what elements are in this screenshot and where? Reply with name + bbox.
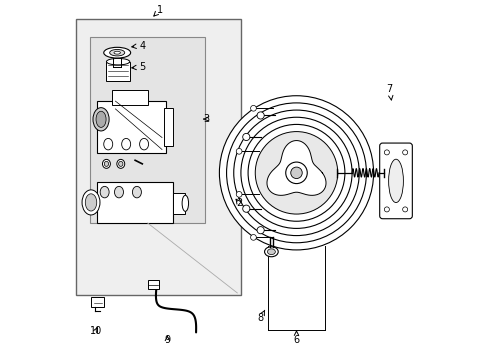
Text: 9: 9 [164, 334, 170, 345]
Ellipse shape [117, 159, 124, 168]
Ellipse shape [232, 186, 238, 202]
Ellipse shape [104, 161, 108, 166]
Ellipse shape [96, 111, 106, 127]
Text: 6: 6 [293, 331, 299, 345]
Text: 3: 3 [203, 114, 209, 124]
Circle shape [384, 150, 388, 155]
Circle shape [402, 207, 407, 212]
Ellipse shape [267, 249, 275, 255]
Circle shape [402, 150, 407, 155]
Circle shape [241, 117, 351, 228]
Text: 7: 7 [386, 84, 392, 100]
Ellipse shape [103, 138, 112, 150]
Circle shape [250, 234, 256, 240]
Bar [90, 37, 204, 223]
Ellipse shape [82, 190, 100, 215]
Text: 4: 4 [132, 41, 145, 50]
Text: 5: 5 [132, 62, 145, 72]
Ellipse shape [85, 194, 97, 211]
Bar [106, 62, 129, 81]
Circle shape [285, 162, 306, 184]
Text: 8: 8 [257, 310, 264, 323]
Circle shape [247, 125, 344, 221]
Ellipse shape [388, 159, 403, 203]
Ellipse shape [119, 161, 122, 166]
Polygon shape [266, 140, 325, 195]
Ellipse shape [93, 108, 109, 131]
Ellipse shape [114, 186, 123, 198]
Text: 10: 10 [89, 326, 102, 336]
Ellipse shape [100, 186, 109, 198]
Ellipse shape [122, 138, 130, 150]
Bar [97, 101, 165, 153]
Circle shape [242, 134, 249, 140]
Circle shape [257, 112, 264, 119]
Bar [76, 19, 241, 295]
Circle shape [250, 105, 256, 111]
Ellipse shape [264, 247, 278, 257]
Bar [172, 193, 185, 214]
Bar [112, 90, 147, 105]
Ellipse shape [132, 186, 141, 198]
Ellipse shape [139, 138, 148, 150]
Text: 2: 2 [236, 198, 242, 208]
Bar [97, 182, 172, 223]
Circle shape [290, 167, 302, 179]
FancyBboxPatch shape [91, 297, 104, 307]
Text: 1: 1 [154, 5, 163, 16]
Circle shape [236, 192, 242, 197]
Ellipse shape [103, 47, 130, 58]
Ellipse shape [109, 49, 124, 56]
Circle shape [219, 96, 373, 250]
FancyBboxPatch shape [147, 280, 159, 289]
Ellipse shape [102, 159, 110, 168]
Bar [163, 108, 172, 146]
FancyBboxPatch shape [379, 143, 411, 219]
Circle shape [236, 148, 242, 154]
Circle shape [255, 132, 337, 214]
Ellipse shape [230, 184, 241, 205]
Circle shape [233, 110, 359, 235]
Circle shape [384, 207, 388, 212]
Circle shape [257, 226, 264, 234]
Circle shape [242, 205, 249, 212]
Ellipse shape [182, 195, 188, 211]
Ellipse shape [114, 51, 120, 54]
Ellipse shape [106, 58, 129, 65]
Circle shape [226, 103, 366, 243]
